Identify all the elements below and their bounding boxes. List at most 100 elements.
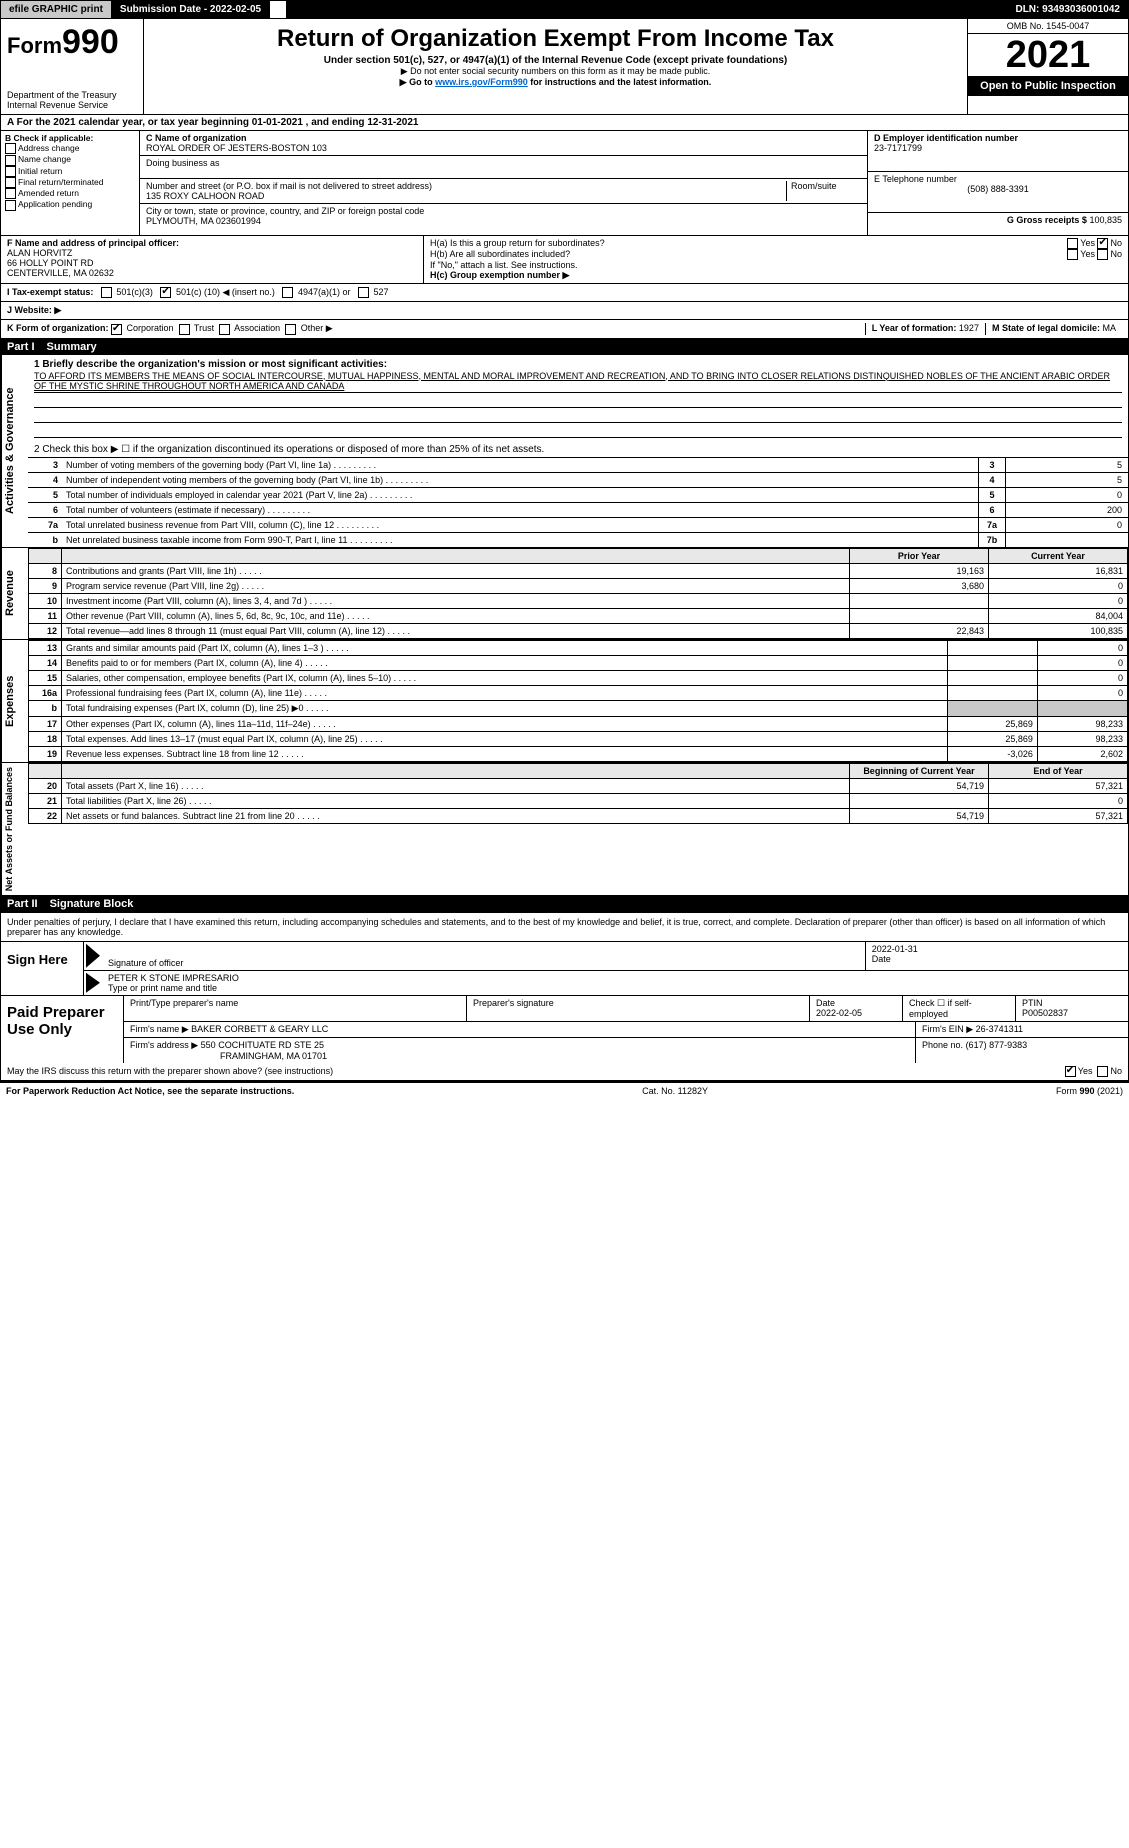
firm-addr2: FRAMINGHAM, MA 01701 [220,1051,327,1061]
may-irs-row: May the IRS discuss this return with the… [1,1063,1128,1081]
header-left: Form990 Department of the Treasury Inter… [1,19,144,114]
tab-netassets: Net Assets or Fund Balances [1,763,28,895]
check-self[interactable]: Check ☐ if self-employed [903,996,1016,1021]
table-row: 9Program service revenue (Part VIII, lin… [29,578,1128,593]
prep-date-label: Date [816,998,835,1008]
firm-name-label: Firm's name ▶ [130,1024,189,1034]
arrow-icon [86,944,100,968]
header-mid: Return of Organization Exempt From Incom… [144,19,967,114]
sig-officer-field[interactable]: Signature of officer [102,942,866,970]
l-val: 1927 [959,323,979,333]
section-f: F Name and address of principal officer:… [1,236,424,283]
line-m: M State of legal domicile: MA [985,323,1122,334]
line-text: Total number of volunteers (estimate if … [62,503,978,517]
line-a: A For the 2021 calendar year, or tax yea… [1,115,1128,131]
col-b-header: B Check if applicable: [5,133,135,143]
line-val: 0 [1005,518,1128,532]
line-box: 7a [978,518,1005,532]
part2-header: Part II Signature Block [1,896,1128,912]
chk-name[interactable]: Name change [5,154,135,165]
goto-link[interactable]: www.irs.gov/Form990 [435,77,528,87]
room-label: Room/suite [787,181,861,201]
table-row: 14Benefits paid to or for members (Part … [29,655,1128,670]
firm-name-cell: Firm's name ▶ BAKER CORBETT & GEARY LLC [124,1022,916,1037]
part2-title: Signature Block [50,898,134,910]
may-irs-text: May the IRS discuss this return with the… [7,1066,333,1077]
officer-name-field: PETER K STONE IMPRESARIO Type or print n… [102,971,1128,995]
hb-row: H(b) Are all subordinates included? Yes … [430,249,1122,260]
chk-pending[interactable]: Application pending [5,199,135,210]
form-word: Form [7,33,62,58]
chk-final-label: Final return/terminated [18,177,104,187]
footer-left: For Paperwork Reduction Act Notice, see … [6,1086,294,1096]
revenue-table: Prior YearCurrent Year8Contributions and… [28,548,1128,639]
hc-text: H(c) Group exemption number ▶ [430,270,569,280]
sig-officer-label: Signature of officer [108,958,859,968]
chk-amended-label: Amended return [18,188,79,198]
part1-gov: Activities & Governance 1 Briefly descri… [1,355,1128,548]
chk-final[interactable]: Final return/terminated [5,177,135,188]
table-row: 11Other revenue (Part VIII, column (A), … [29,608,1128,623]
line-box: 4 [978,473,1005,487]
city-label: City or town, state or province, country… [146,206,861,216]
exp-content: 13Grants and similar amounts paid (Part … [28,640,1128,762]
gov-line: 3Number of voting members of the governi… [28,457,1128,472]
header-right: OMB No. 1545-0047 2021 Open to Public In… [967,19,1128,114]
i-opt3: 4947(a)(1) or [298,287,351,297]
k-trust: Trust [194,323,214,333]
chk-amended[interactable]: Amended return [5,188,135,199]
org-name-label: C Name of organization [146,133,861,143]
l-label: L Year of formation: [872,323,957,333]
prep-row1: Print/Type preparer's name Preparer's si… [124,996,1128,1022]
may-no: No [1110,1066,1122,1076]
sig-row2: PETER K STONE IMPRESARIO Type or print n… [84,971,1128,995]
table-row: 10Investment income (Part VIII, column (… [29,593,1128,608]
mission-blank2 [34,408,1122,423]
firm-ein-label: Firm's EIN ▶ [922,1024,973,1034]
form-header: Form990 Department of the Treasury Inter… [1,19,1128,115]
ha-label: H(a) Is this a group return for subordin… [430,238,605,249]
line-text: Total unrelated business revenue from Pa… [62,518,978,532]
hb-no: No [1110,249,1122,259]
gov-line: 7aTotal unrelated business revenue from … [28,517,1128,532]
city-cell: City or town, state or province, country… [140,204,867,228]
section-h: H(a) Is this a group return for subordin… [424,236,1128,283]
gov-line: 6Total number of volunteers (estimate if… [28,502,1128,517]
table-row: 18Total expenses. Add lines 13–17 (must … [29,731,1128,746]
i-opt2-post: ) ◀ (insert no.) [217,287,275,297]
k-label: K Form of organization: [7,323,109,333]
part1-title: Summary [47,341,97,353]
efile-label: efile GRAPHIC print [1,1,112,18]
chk-address[interactable]: Address change [5,143,135,154]
chk-initial[interactable]: Initial return [5,166,135,177]
table-row: 15Salaries, other compensation, employee… [29,670,1128,685]
firm-addr1: 550 COCHITUATE RD STE 25 [201,1040,324,1050]
i-opt1: 501(c)(3) [116,287,153,297]
i-label: I Tax-exempt status: [7,287,93,297]
mission-text: TO AFFORD ITS MEMBERS THE MEANS OF SOCIA… [34,370,1122,393]
city-value: PLYMOUTH, MA 023601994 [146,216,861,226]
goto-prefix: ▶ Go to [400,77,435,87]
table-row: 22Net assets or fund balances. Subtract … [29,808,1128,823]
ptin-value: P00502837 [1022,1008,1068,1018]
sig-date-field: 2022-01-31 Date [866,942,1128,970]
table-row: 20Total assets (Part X, line 16) . . . .… [29,778,1128,793]
form-container: Form990 Department of the Treasury Inter… [0,19,1129,1082]
table-row: 16aProfessional fundraising fees (Part I… [29,685,1128,700]
line-val: 5 [1005,473,1128,487]
net-content: Beginning of Current YearEnd of Year20To… [28,763,1128,895]
line-num: b [28,533,62,547]
ha-yes: Yes [1080,238,1095,248]
phone-value: (508) 888-3391 [874,184,1122,194]
line-num: 7a [28,518,62,532]
ptin-label: PTIN [1022,998,1043,1008]
gross-value: 100,835 [1089,215,1122,225]
street-label: Number and street (or P.O. box if mail i… [146,181,782,191]
expenses-table: 13Grants and similar amounts paid (Part … [28,640,1128,762]
line-text: Total number of individuals employed in … [62,488,978,502]
firm-ein-cell: Firm's EIN ▶ 26-3741311 [916,1022,1128,1037]
prep-row2: Firm's name ▶ BAKER CORBETT & GEARY LLC … [124,1022,1128,1038]
line-box: 3 [978,458,1005,472]
line-k: K Form of organization: Corporation Trus… [7,323,865,334]
footer-right: Form 990 (2021) [1056,1086,1123,1096]
